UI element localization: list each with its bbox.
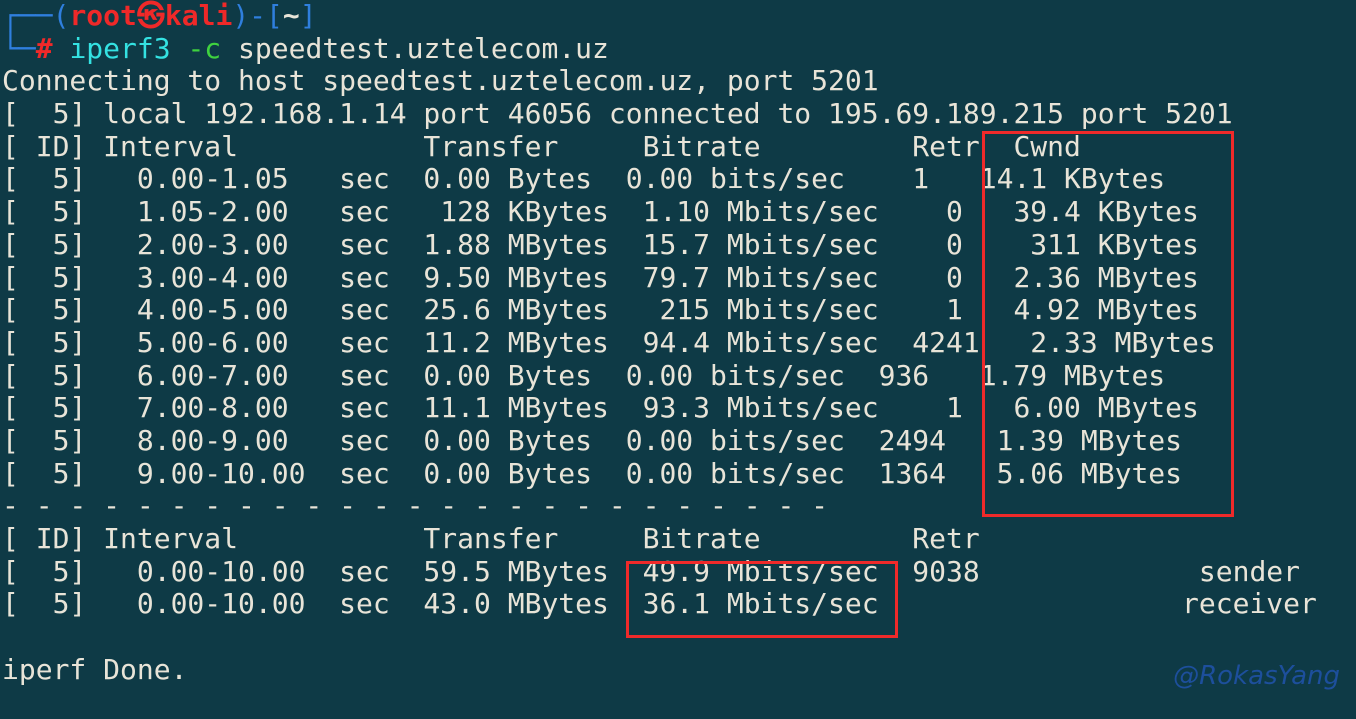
interval-row: [ 5] 9.00-10.00 sec 0.00 Bytes 0.00 bits…	[2, 456, 1183, 490]
interval-row: [ 5] 0.00-1.05 sec 0.00 Bytes 0.00 bits/…	[2, 162, 1166, 196]
interval-row: [ 5] 7.00-8.00 sec 11.1 MBytes 93.3 Mbit…	[2, 391, 1199, 425]
interval-row: [ 5] 3.00-4.00 sec 9.50 MBytes 79.7 Mbit…	[2, 260, 1199, 294]
prompt-line-1: ┌──(root㉿kali)-[~]	[2, 0, 317, 32]
socket-message: [ 5] local 192.168.1.14 port 46056 conne…	[2, 97, 1233, 131]
connect-message: Connecting to host speedtest.uztelecom.u…	[2, 64, 879, 98]
interval-row: [ 5] 1.05-2.00 sec 128 KBytes 1.10 Mbits…	[2, 195, 1199, 229]
watermark-text: @RokasYang	[1173, 661, 1340, 691]
prompt-line-2: └─# iperf3 -c speedtest.uztelecom.uz	[2, 31, 609, 65]
separator-line: - - - - - - - - - - - - - - - - - - - - …	[2, 489, 829, 523]
interval-row: [ 5] 8.00-9.00 sec 0.00 Bytes 0.00 bits/…	[2, 423, 1183, 457]
blank-line	[2, 686, 1356, 719]
done-message: iperf Done.	[2, 652, 188, 686]
summary-table-header: [ ID] Interval Transfer Bitrate Retr	[2, 522, 980, 555]
blank-line	[2, 621, 1356, 654]
interval-row: [ 5] 4.00-5.00 sec 25.6 MBytes 215 Mbits…	[2, 293, 1199, 327]
interval-row: [ 5] 2.00-3.00 sec 1.88 MBytes 15.7 Mbit…	[2, 227, 1199, 261]
interval-table-header: [ ID] Interval Transfer Bitrate Retr Cwn…	[2, 129, 1081, 163]
interval-row: [ 5] 5.00-6.00 sec 11.2 MBytes 94.4 Mbit…	[2, 325, 1216, 359]
summary-receiver-row: [ 5] 0.00-10.00 sec 43.0 MBytes 36.1 Mbi…	[2, 587, 1317, 621]
summary-sender-row: [ 5] 0.00-10.00 sec 59.5 MBytes 49.9 Mbi…	[2, 554, 1301, 588]
interval-row: [ 5] 6.00-7.00 sec 0.00 Bytes 0.00 bits/…	[2, 358, 1166, 392]
